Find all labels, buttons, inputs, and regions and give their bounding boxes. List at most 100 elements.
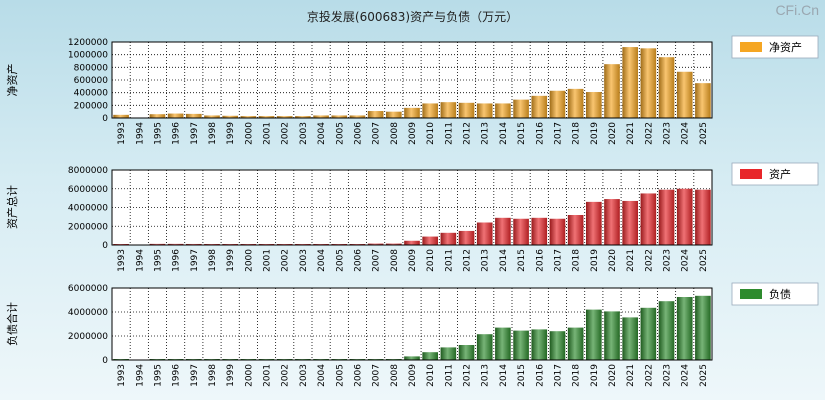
x-tick-label: 2025: [699, 364, 709, 387]
bar-2024: [676, 71, 693, 118]
y-tick-label: 0: [102, 356, 108, 366]
y-tick-label: 0: [102, 114, 108, 124]
plot-area: [112, 288, 712, 360]
bar-2010: [422, 103, 438, 118]
bar-1995: [149, 114, 166, 118]
x-tick-label: 2021: [626, 364, 636, 387]
x-tick-label: 2025: [699, 249, 709, 272]
bar-2023: [658, 57, 675, 118]
legend-label: 资产: [769, 167, 791, 181]
x-tick-label: 2006: [353, 122, 363, 145]
bar-2014: [495, 217, 511, 245]
legend: 负债: [731, 282, 819, 306]
x-tick-label: 2013: [481, 364, 491, 387]
bar-2022: [640, 193, 657, 245]
x-tick-label: 2013: [481, 249, 491, 272]
x-tick-label: 2015: [517, 122, 527, 145]
bar-2002: [276, 116, 293, 118]
bar-2018: [567, 327, 584, 360]
bar-2000: [240, 116, 257, 118]
x-tick-label: 2025: [699, 122, 709, 145]
bar-1997: [186, 113, 202, 118]
bar-2008: [386, 111, 402, 118]
y-tick-label: 8000000: [68, 166, 108, 176]
bar-2016: [531, 217, 548, 245]
bar-1996: [167, 243, 184, 245]
x-tick-label: 2022: [644, 249, 654, 272]
bar-2007: [367, 243, 384, 245]
x-tick-label: 2004: [317, 122, 327, 145]
x-tick-label: 2020: [608, 249, 618, 272]
x-tick-label: 2003: [299, 249, 309, 272]
x-tick-label: 1999: [226, 364, 236, 387]
x-tick-label: 1998: [208, 122, 218, 145]
bar-2018: [567, 215, 584, 245]
bar-2012: [458, 102, 475, 118]
bar-2018: [567, 88, 584, 118]
x-tick-label: 2021: [626, 249, 636, 272]
y-tick-label: 600000: [74, 76, 109, 86]
x-tick-label: 1994: [135, 249, 145, 272]
x-tick-label: 2018: [572, 122, 582, 145]
x-tick-label: 1993: [117, 122, 127, 145]
x-tick-label: 2018: [572, 249, 582, 272]
bar-2010: [422, 236, 438, 245]
x-tick-label: 2004: [317, 364, 327, 387]
x-tick-label: 2008: [390, 364, 400, 387]
bar-2015: [513, 330, 529, 360]
x-tick-label: 2019: [590, 364, 600, 387]
x-tick-label: 1999: [226, 249, 236, 272]
plot-frame: [111, 287, 713, 361]
legend-label: 净资产: [769, 40, 802, 54]
x-tick-label: 1996: [172, 249, 182, 272]
plot-frame: [111, 169, 713, 246]
x-tick-label: 2020: [608, 122, 618, 145]
x-tick-label: 2005: [335, 364, 345, 387]
bar-2020: [604, 199, 620, 245]
x-tick-label: 2016: [535, 122, 545, 145]
y-tick-label: 6000000: [68, 284, 108, 294]
y-tick-label: 0: [102, 241, 108, 251]
legend-box: [731, 162, 819, 186]
x-tick-label: 2013: [481, 122, 491, 145]
legend-swatch: [740, 42, 762, 52]
x-tick-label: 2018: [572, 364, 582, 387]
bar-2008: [386, 243, 402, 245]
bar-2012: [458, 345, 475, 360]
x-tick-label: 2002: [281, 249, 291, 272]
bar-2005: [331, 115, 348, 118]
x-tick-label: 2022: [644, 364, 654, 387]
bar-2016: [531, 95, 548, 118]
bar-2022: [640, 48, 657, 119]
legend-label: 负债: [769, 287, 791, 301]
y-tick-label: 200000: [74, 101, 109, 111]
legend-swatch: [740, 169, 762, 179]
x-tick-label: 1996: [172, 364, 182, 387]
y-tick-label: 2000000: [68, 332, 108, 342]
bar-2021: [622, 47, 638, 118]
x-tick-label: 2019: [590, 249, 600, 272]
bar-2025: [695, 295, 711, 360]
bar-2024: [676, 297, 693, 360]
bar-2017: [549, 331, 566, 360]
x-tick-label: 2015: [517, 364, 527, 387]
bar-2015: [513, 218, 529, 245]
x-tick-label: 2024: [681, 122, 691, 145]
x-tick-label: 2023: [663, 364, 673, 387]
x-tick-label: 2005: [335, 249, 345, 272]
bar-2016: [531, 329, 548, 360]
panel-1: 0 200000 400000 600000 800000 1000000 1200000 1…: [5, 38, 713, 145]
y-axis-title: 净资产: [5, 64, 19, 97]
bar-2015: [513, 99, 529, 118]
bar-2019: [586, 201, 602, 245]
bar-2009: [404, 356, 420, 360]
bar-2013: [476, 103, 493, 118]
x-tick-label: 2011: [444, 249, 454, 272]
legend: 净资产: [731, 35, 819, 59]
bar-2025: [695, 83, 711, 118]
x-tick-label: 1997: [190, 249, 200, 272]
bar-2006: [349, 115, 366, 118]
x-tick-label: 1998: [208, 249, 218, 272]
x-tick-label: 2008: [390, 122, 400, 145]
x-tick-label: 2024: [681, 249, 691, 272]
